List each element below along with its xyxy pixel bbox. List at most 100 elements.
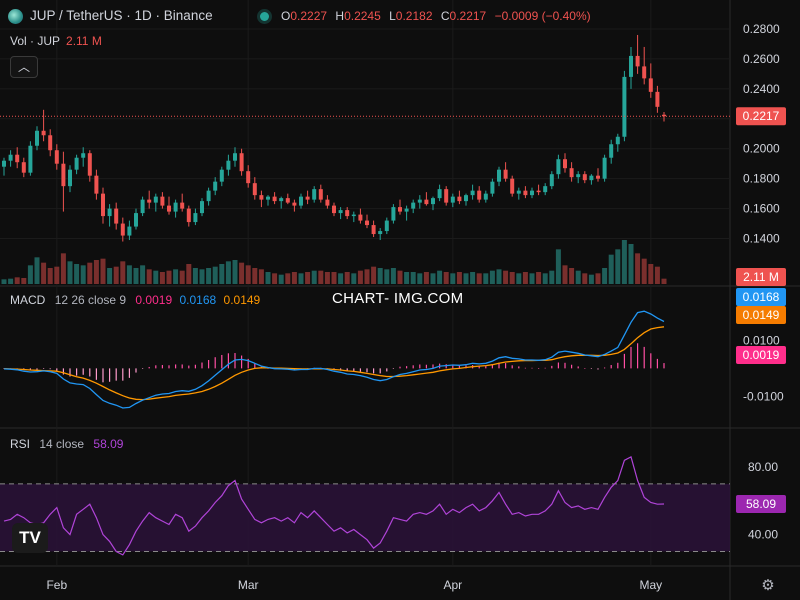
price-tick-label: 0.2800 [743, 22, 780, 36]
volume-bar [298, 273, 304, 284]
low-key: L [389, 9, 396, 23]
volume-bar [628, 244, 634, 284]
volume-bar [107, 268, 113, 284]
macd-histogram-bar [491, 364, 493, 369]
volume-bar [404, 272, 410, 284]
candle-body [569, 168, 574, 178]
volume-bar [166, 270, 172, 284]
candle [120, 217, 125, 242]
candle-body [635, 55, 640, 67]
volume-bar [54, 266, 60, 284]
rsi-tick-label: 80.00 [748, 460, 778, 474]
candle [635, 34, 640, 74]
candle [160, 192, 165, 209]
macd-histogram-bar [445, 364, 447, 369]
rsi-value: 58.09 [93, 437, 124, 451]
macd-histogram-bar [557, 362, 559, 369]
candle [312, 186, 317, 203]
candle-body [239, 153, 244, 172]
low-value: 0.2182 [395, 9, 433, 23]
last-price-tag-background [736, 107, 786, 126]
volume-bar [483, 273, 489, 284]
candle-body [226, 160, 231, 170]
candle [424, 192, 429, 206]
candle-body [358, 214, 363, 221]
volume-bar [529, 273, 535, 284]
candle-body [180, 202, 185, 209]
candle-body [193, 213, 198, 223]
volume-bar [192, 268, 198, 284]
candle [305, 190, 310, 205]
candle-body [153, 196, 158, 203]
macd-histogram-bar [564, 362, 566, 369]
candle [226, 154, 231, 176]
volume-bar [199, 269, 205, 284]
macd-histogram-bar [386, 368, 388, 372]
candle [464, 193, 468, 206]
candle-body [219, 169, 224, 182]
high-key: H [335, 9, 345, 23]
close-value: 0.2217 [449, 9, 487, 23]
candle-body [292, 202, 297, 206]
volume-bar [509, 272, 515, 284]
volume-bar [126, 265, 132, 284]
candle-body [28, 145, 33, 173]
market-status-dot [260, 12, 269, 21]
candle [648, 63, 653, 98]
macd-pane [3, 310, 665, 409]
tradingview-logo[interactable]: TV [12, 523, 48, 553]
candle-body [134, 213, 138, 227]
candle [556, 154, 561, 179]
macd-histogram-bar [175, 364, 177, 369]
volume-bar [516, 273, 522, 284]
volume-bar [344, 272, 350, 284]
candle-body [549, 174, 554, 187]
price-tick-label: 0.2600 [743, 52, 780, 66]
macd-tick-label: -0.0100 [743, 389, 784, 403]
candle-body [2, 160, 6, 167]
macd-signal-value: 0.0149 [223, 293, 261, 307]
volume-bar [272, 273, 278, 284]
candle [622, 70, 627, 142]
candle [15, 147, 20, 169]
volume-bar [338, 273, 344, 284]
volume-bar [575, 270, 581, 284]
volume-bar [153, 270, 159, 284]
collapse-legend-button[interactable]: ︿ [10, 56, 38, 78]
candle [444, 186, 449, 206]
candle-body [424, 199, 429, 205]
candle-body [503, 169, 508, 179]
candle [101, 187, 105, 224]
candle [54, 144, 59, 170]
candle-body [305, 196, 310, 200]
candle [153, 193, 158, 212]
settings-button[interactable]: ⚙ [760, 578, 776, 594]
candle [48, 129, 53, 157]
candle-body [437, 189, 442, 199]
macd-histogram-bar [56, 368, 58, 371]
volume-bar [536, 272, 542, 284]
candle [285, 193, 290, 205]
symbol-title[interactable]: JUP / TetherUS · 1D · Binance [30, 8, 213, 23]
candle-body [252, 183, 257, 196]
coin-logo [8, 9, 23, 24]
chart-header: JUP / TetherUS · 1D · Binance O0.2227 H0… [0, 0, 730, 34]
macd-value-tag-background [736, 288, 786, 306]
candle [345, 207, 350, 220]
volume-bar [133, 268, 139, 284]
candle [457, 190, 462, 205]
candle-body [272, 196, 277, 202]
candle [543, 183, 548, 196]
candle-body [35, 130, 39, 146]
rsi-params: 14 close [39, 437, 85, 451]
macd-histogram-bar [478, 366, 480, 369]
candle [351, 211, 356, 223]
candle [549, 171, 554, 190]
volume-bar [588, 274, 594, 284]
rsi-pane [0, 456, 730, 556]
watermark: CHART- IMG.COM [332, 290, 464, 307]
price-tick-label: 0.2000 [743, 142, 780, 156]
macd-histogram-bar [194, 364, 196, 369]
candle-body [173, 202, 178, 212]
